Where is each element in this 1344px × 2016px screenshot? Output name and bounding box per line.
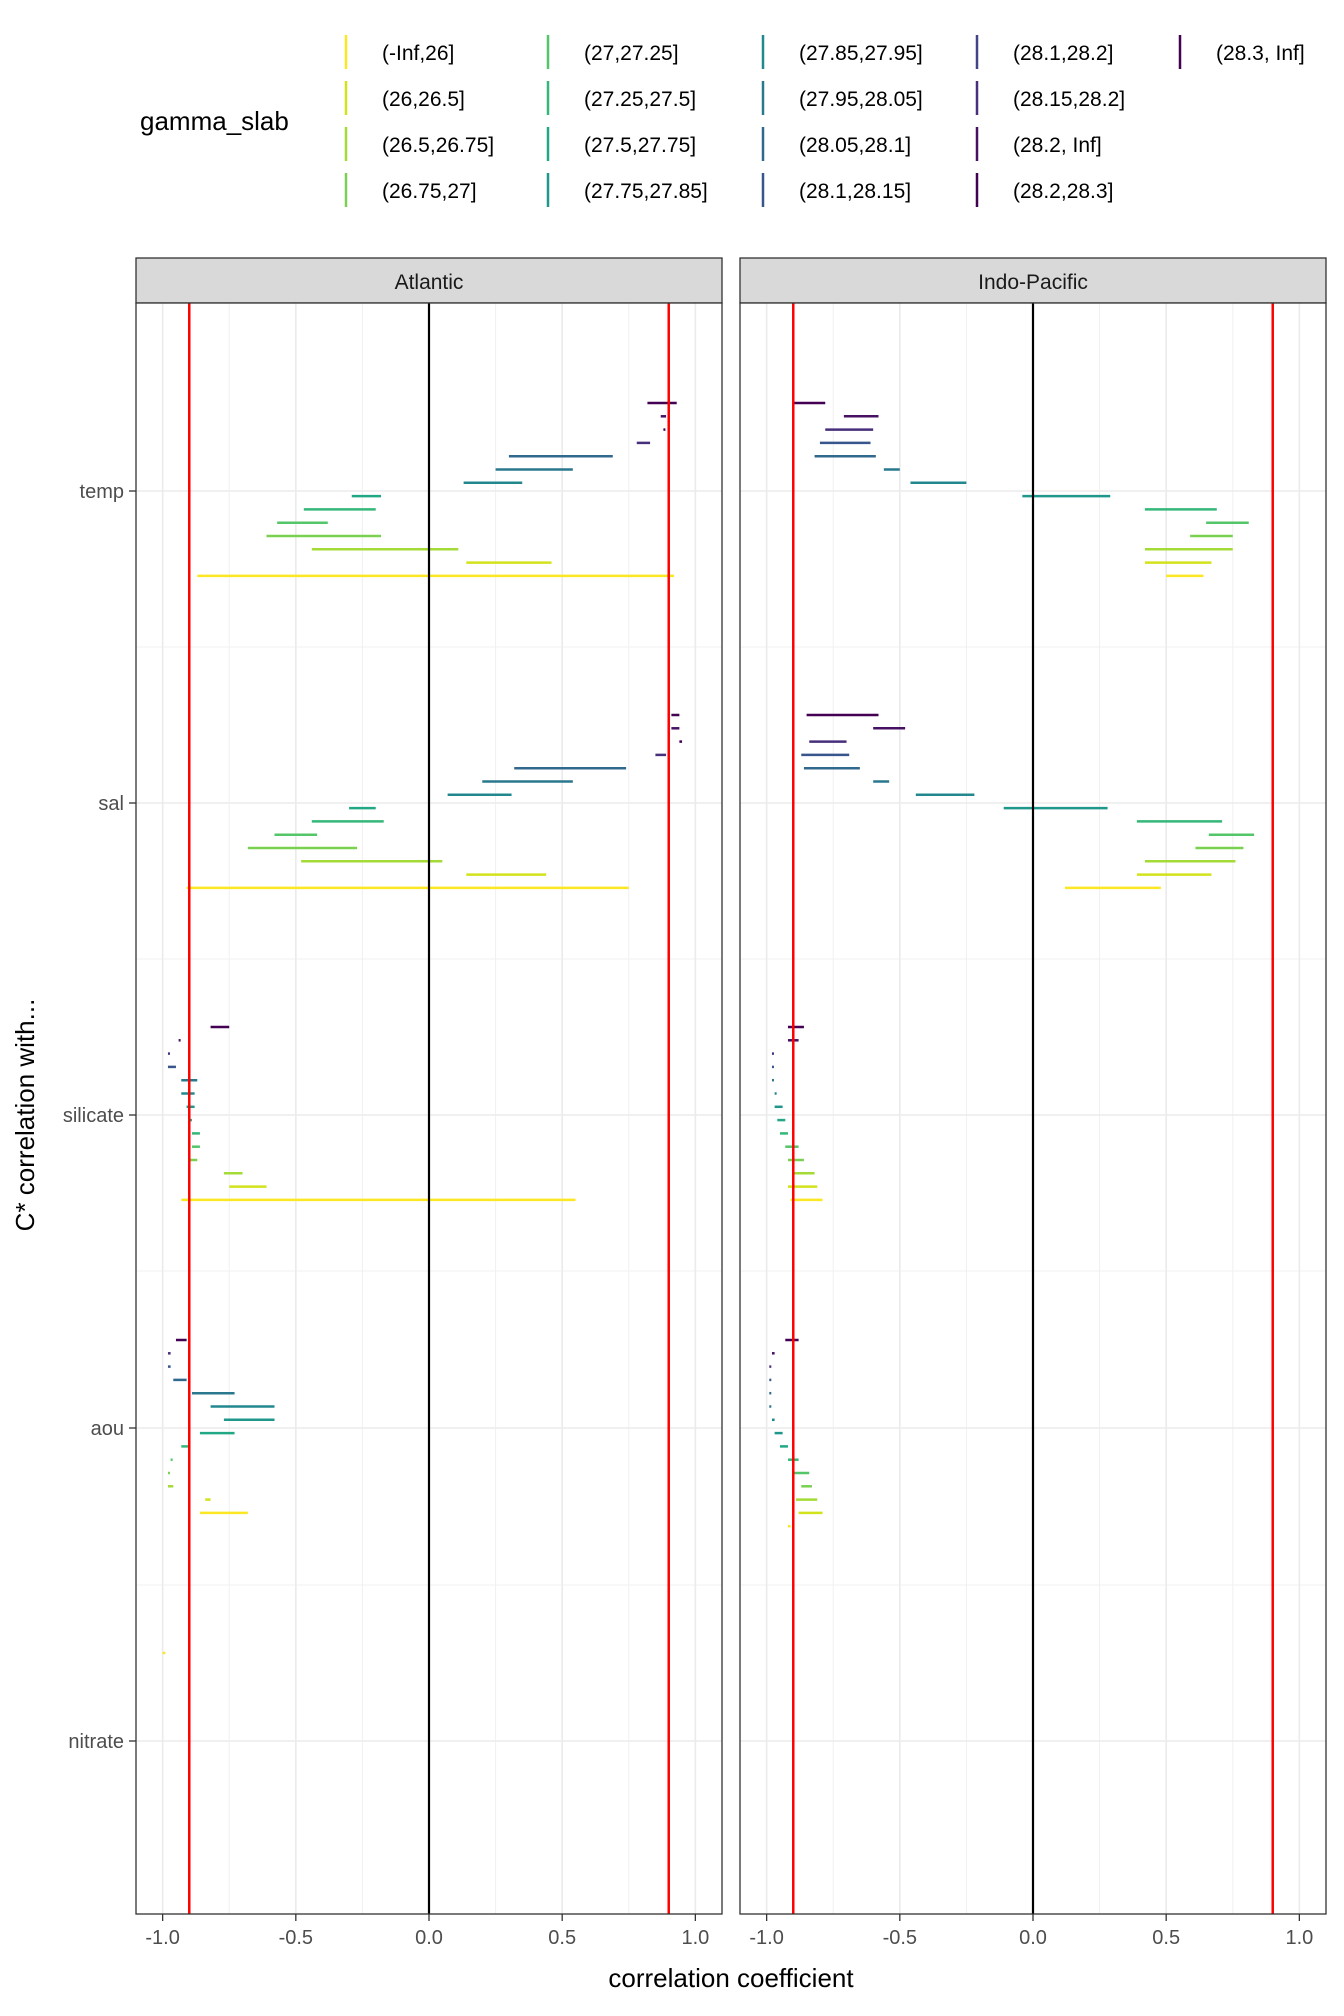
y-tick-label: silicate (63, 1105, 124, 1127)
legend-entry: (26.5,26.75] (344, 127, 494, 161)
legend-label: (27.25,27.5] (584, 88, 696, 111)
panel-indo-pacific: Indo-Pacific -1.0 -0.5 0.0 0.5 1.0 (739, 257, 1327, 1949)
legend-label: (28.15,28.2] (1013, 88, 1125, 111)
y-axis-label: C* correlation with... (10, 999, 40, 1232)
legend-entry: (28.1,28.15] (761, 173, 911, 207)
legend-entry: (-Inf,26] (344, 35, 454, 69)
legend-label: (28.2,28.3] (1013, 180, 1113, 203)
legend-label: (28.1,28.15] (799, 180, 911, 203)
legend-entry: (27.75,27.85] (546, 173, 708, 207)
x-tick-label: 0.5 (1152, 1927, 1180, 1949)
legend-label: (27.75,27.85] (584, 180, 708, 203)
x-tick-label: -1.0 (749, 1927, 783, 1949)
facet-strip-label: Atlantic (395, 271, 464, 294)
x-tick-label: -1.0 (145, 1927, 179, 1949)
x-tick-label: 0.0 (1019, 1927, 1047, 1949)
y-tick-label: aou (91, 1418, 124, 1440)
legend-entry: (27.85,27.95] (761, 35, 923, 69)
legend-entry: (28.15,28.2] (975, 81, 1125, 115)
legend-label: (-Inf,26] (382, 42, 454, 65)
legend-label: (27.95,28.05] (799, 88, 923, 111)
x-tick-label: 1.0 (681, 1927, 709, 1949)
legend-entry: (26.75,27] (344, 173, 477, 207)
legend-entry: (28.1,28.2] (975, 35, 1113, 69)
legend-entry: (28.2,28.3] (975, 173, 1113, 207)
legend-label: (27.85,27.95] (799, 42, 923, 65)
panel-atlantic: Atlantic -1.0 -0.5 0.0 0.5 1.0 temp sal silicate… (63, 257, 723, 1949)
legend-entry: (27.95,28.05] (761, 81, 923, 115)
legend-label: (28.05,28.1] (799, 134, 911, 157)
y-tick-label: temp (80, 481, 124, 503)
legend-label: (26.75,27] (382, 180, 477, 203)
axes-text: correlation coefficient C* correlation w… (10, 999, 854, 1993)
y-tick-label: sal (98, 793, 124, 815)
x-tick-label: 0.0 (415, 1927, 443, 1949)
legend-entry: (27.5,27.75] (546, 127, 696, 161)
legend-label: (26.5,26.75] (382, 134, 494, 157)
legend-entry: (28.3, Inf] (1178, 35, 1305, 69)
legend-title: gamma_slab (140, 106, 289, 136)
y-tick-label: nitrate (68, 1731, 124, 1753)
legend-label: (27,27.25] (584, 42, 679, 65)
legend-label: (28.2, Inf] (1013, 134, 1102, 157)
legend-entry: (27.25,27.5] (546, 81, 696, 115)
facet-strip-label: Indo-Pacific (978, 271, 1088, 294)
facet-strip (739, 257, 1327, 304)
x-tick-label: -0.5 (279, 1927, 313, 1949)
legend-entry: (28.2, Inf] (975, 127, 1102, 161)
legend-entry: (27,27.25] (546, 35, 679, 69)
x-tick-label: 0.5 (548, 1927, 576, 1949)
x-axis-label: correlation coefficient (608, 1963, 854, 1993)
legend-entry: (26,26.5] (344, 81, 465, 115)
legend-entry: (28.05,28.1] (761, 127, 911, 161)
x-tick-label: -0.5 (883, 1927, 917, 1949)
facet-strip (135, 257, 723, 304)
legend: gamma_slab (-Inf,26] (26,26.5] (26.5,26.75… (140, 35, 1305, 207)
panels: Atlantic -1.0 -0.5 0.0 0.5 1.0 temp sal silicate… (63, 257, 1327, 1949)
legend-label: (28.1,28.2] (1013, 42, 1113, 65)
legend-label: (26,26.5] (382, 88, 465, 111)
legend-label: (28.3, Inf] (1216, 42, 1305, 65)
x-tick-label: 1.0 (1285, 1927, 1313, 1949)
legend-label: (27.5,27.75] (584, 134, 696, 157)
